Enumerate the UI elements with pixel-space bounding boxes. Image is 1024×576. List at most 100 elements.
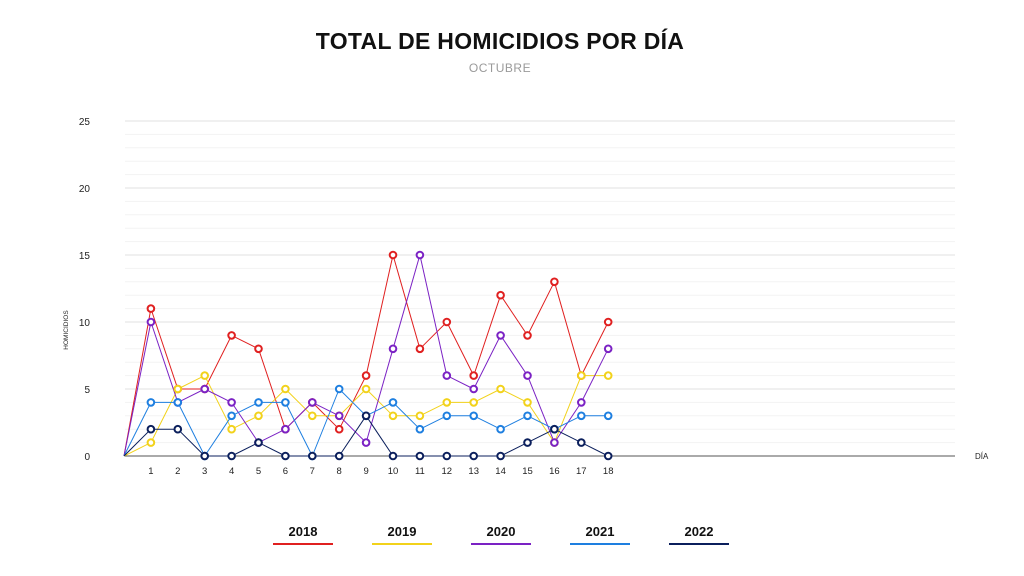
data-point-2021 bbox=[603, 411, 613, 421]
data-point-2022 bbox=[388, 451, 398, 461]
x-tick-label: 17 bbox=[576, 466, 587, 477]
legend-item-2019: 2019 bbox=[372, 524, 432, 545]
data-point-2019 bbox=[146, 438, 156, 447]
data-point-2018 bbox=[254, 344, 263, 354]
data-point-2020 bbox=[227, 398, 236, 407]
series-line-2018 bbox=[123, 254, 609, 457]
y-tick-label: 15 bbox=[79, 251, 91, 262]
data-point-2019 bbox=[496, 384, 505, 394]
data-point-2021 bbox=[254, 398, 263, 407]
data-point-2018 bbox=[523, 331, 532, 340]
data-point-2021 bbox=[415, 424, 425, 434]
legend-swatch bbox=[273, 543, 333, 545]
data-point-2022 bbox=[550, 424, 559, 434]
legend-swatch bbox=[669, 543, 729, 545]
data-point-2019 bbox=[577, 371, 586, 380]
x-tick-label: 11 bbox=[415, 466, 425, 477]
y-axis-label: HOMICIDIOS bbox=[63, 310, 70, 350]
x-tick-label: 2 bbox=[175, 466, 180, 477]
x-tick-label: 14 bbox=[495, 466, 506, 477]
legend-label: 2018 bbox=[288, 524, 318, 539]
x-tick-label: 10 bbox=[388, 466, 399, 477]
legend-swatch bbox=[471, 543, 531, 545]
data-point-2020 bbox=[523, 371, 532, 380]
x-tick-label: 8 bbox=[337, 466, 342, 477]
x-tick-label: 12 bbox=[442, 466, 453, 477]
chart-legend: 2018 2019 2020 2021 2022 bbox=[250, 524, 750, 554]
x-axis-label: DÍA bbox=[975, 452, 989, 461]
data-point-2019 bbox=[523, 398, 532, 407]
x-tick-label: 18 bbox=[603, 466, 614, 477]
x-tick-label: 15 bbox=[522, 466, 533, 477]
data-point-2018 bbox=[361, 371, 371, 380]
data-point-2020 bbox=[361, 438, 371, 447]
data-point-2021 bbox=[173, 398, 183, 407]
data-point-2021 bbox=[442, 411, 452, 421]
x-tick-label: 1 bbox=[148, 466, 153, 477]
data-point-2020 bbox=[603, 344, 613, 354]
data-point-2020 bbox=[577, 398, 586, 407]
chart-subtitle: OCTUBRE bbox=[468, 61, 532, 75]
data-point-2020 bbox=[388, 344, 398, 354]
y-tick-label: 25 bbox=[79, 117, 91, 128]
x-tick-label: 5 bbox=[256, 466, 261, 477]
data-point-2018 bbox=[496, 290, 505, 300]
data-point-2019 bbox=[254, 411, 263, 421]
legend-label: 2019 bbox=[387, 524, 417, 539]
data-point-2019 bbox=[308, 411, 317, 421]
data-point-2020 bbox=[281, 424, 290, 434]
data-point-2019 bbox=[173, 384, 183, 394]
data-point-2020 bbox=[442, 371, 452, 380]
x-tick-label: 6 bbox=[283, 466, 288, 477]
data-point-2022 bbox=[146, 424, 156, 434]
data-point-2022 bbox=[523, 438, 532, 447]
data-point-2018 bbox=[550, 277, 559, 287]
y-tick-label: 5 bbox=[84, 385, 90, 396]
data-point-2018 bbox=[146, 304, 156, 313]
data-point-2019 bbox=[281, 384, 290, 394]
data-point-2022 bbox=[173, 424, 183, 434]
legend-item-2020: 2020 bbox=[471, 524, 531, 545]
series-line-2022 bbox=[123, 415, 609, 457]
data-point-2022 bbox=[415, 451, 425, 461]
legend-item-2021: 2021 bbox=[570, 524, 630, 545]
data-point-2021 bbox=[523, 411, 532, 421]
y-tick-label: 20 bbox=[79, 184, 91, 195]
y-tick-label: 0 bbox=[84, 452, 90, 463]
legend-label: 2022 bbox=[684, 524, 714, 539]
data-point-2022 bbox=[442, 451, 452, 461]
data-point-2021 bbox=[577, 411, 586, 421]
data-point-2022 bbox=[496, 451, 505, 461]
data-point-2020 bbox=[415, 250, 425, 260]
data-point-2020 bbox=[496, 331, 505, 340]
x-tick-label: 4 bbox=[229, 466, 234, 477]
series-line-2020 bbox=[123, 254, 609, 457]
data-point-2018 bbox=[334, 424, 344, 434]
data-point-2021 bbox=[496, 424, 505, 434]
data-point-2022 bbox=[254, 438, 263, 447]
data-point-2020 bbox=[550, 438, 559, 447]
data-point-2019 bbox=[227, 424, 236, 434]
data-point-2020 bbox=[200, 384, 209, 394]
data-point-2020 bbox=[334, 411, 344, 421]
legend-item-2018: 2018 bbox=[273, 524, 333, 545]
data-point-2019 bbox=[442, 398, 452, 407]
legend-swatch bbox=[570, 543, 630, 545]
data-point-2020 bbox=[469, 384, 479, 394]
data-point-2022 bbox=[361, 411, 371, 421]
data-point-2019 bbox=[200, 371, 209, 380]
legend-label: 2021 bbox=[585, 524, 615, 539]
data-point-2021 bbox=[334, 384, 344, 394]
data-point-2018 bbox=[442, 317, 452, 327]
data-point-2019 bbox=[415, 411, 425, 421]
legend-item-2022: 2022 bbox=[669, 524, 729, 545]
data-point-2022 bbox=[227, 451, 236, 461]
data-point-2021 bbox=[469, 411, 479, 421]
x-tick-label: 9 bbox=[363, 466, 368, 477]
data-point-2018 bbox=[227, 331, 236, 340]
data-point-2022 bbox=[334, 451, 344, 461]
data-point-2019 bbox=[469, 398, 479, 407]
x-tick-label: 3 bbox=[202, 466, 207, 477]
x-tick-label: 16 bbox=[549, 466, 560, 477]
